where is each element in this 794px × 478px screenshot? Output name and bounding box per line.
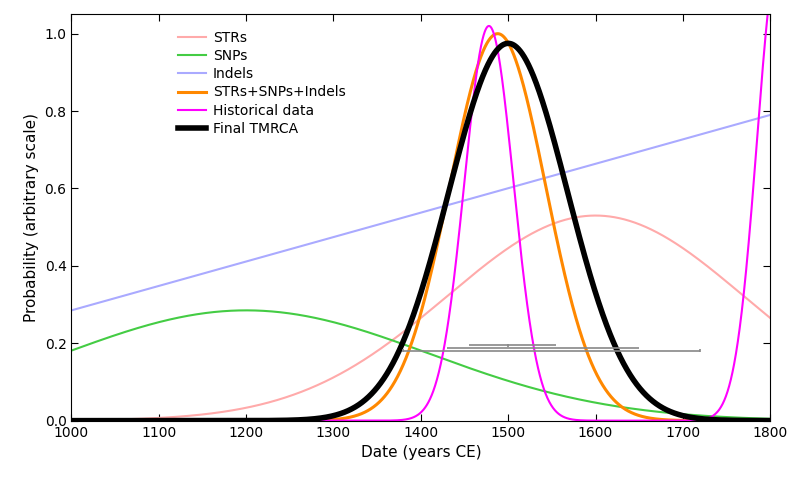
Historical data <box>188 418 198 424</box>
STRs <box>365 353 375 359</box>
STRs <box>334 371 344 377</box>
Historical data <box>334 418 344 424</box>
SNPs <box>188 312 198 318</box>
STRs+SNPs+Indels <box>67 418 76 424</box>
STRs+SNPs+Indels <box>334 416 344 422</box>
STRs <box>146 415 156 421</box>
Indels <box>67 307 76 313</box>
Historical data <box>676 418 686 424</box>
STRs+SNPs+Indels <box>146 418 156 424</box>
Historical data <box>146 418 156 424</box>
STRs+SNPs+Indels <box>765 418 775 424</box>
Indels <box>146 285 156 291</box>
Final TMRCA <box>365 393 375 399</box>
SNPs <box>241 307 251 313</box>
Final TMRCA <box>752 418 761 424</box>
STRs <box>765 315 775 321</box>
Final TMRCA <box>67 418 76 424</box>
Final TMRCA <box>188 418 198 424</box>
Line: STRs: STRs <box>71 216 770 420</box>
SNPs <box>67 348 76 353</box>
Indels <box>334 233 344 239</box>
Final TMRCA <box>676 413 686 418</box>
X-axis label: Date (years CE): Date (years CE) <box>360 445 481 460</box>
Indels <box>365 224 375 230</box>
STRs <box>752 304 761 310</box>
Indels <box>765 112 775 118</box>
STRs+SNPs+Indels <box>676 417 686 423</box>
Indels <box>752 116 761 122</box>
Final TMRCA <box>765 418 775 424</box>
STRs+SNPs+Indels <box>365 407 375 413</box>
SNPs <box>146 321 156 327</box>
SNPs <box>752 415 761 421</box>
SNPs <box>765 416 775 422</box>
STRs <box>67 417 76 423</box>
STRs <box>188 413 198 418</box>
STRs <box>676 244 686 250</box>
Indels <box>676 137 686 143</box>
SNPs <box>676 411 686 417</box>
STRs+SNPs+Indels <box>752 418 761 424</box>
Final TMRCA <box>503 41 513 46</box>
Line: Indels: Indels <box>71 115 770 310</box>
Line: STRs+SNPs+Indels: STRs+SNPs+Indels <box>71 33 770 421</box>
Indels <box>188 273 198 279</box>
Historical data <box>365 418 375 424</box>
Legend: STRs, SNPs, Indels, STRs+SNPs+Indels, Historical data, Final TMRCA: STRs, SNPs, Indels, STRs+SNPs+Indels, Hi… <box>173 25 351 141</box>
Line: SNPs: SNPs <box>71 310 770 419</box>
SNPs <box>365 330 375 336</box>
Line: Final TMRCA: Final TMRCA <box>71 43 770 421</box>
Historical data <box>67 418 76 424</box>
SNPs <box>335 321 345 326</box>
STRs+SNPs+Indels <box>188 418 198 424</box>
Final TMRCA <box>334 411 344 417</box>
STRs+SNPs+Indels <box>493 31 503 36</box>
STRs <box>591 213 600 218</box>
Y-axis label: Probability (arbitrary scale): Probability (arbitrary scale) <box>24 113 39 322</box>
Final TMRCA <box>146 418 156 424</box>
Historical data <box>752 144 761 150</box>
Line: Historical data: Historical data <box>71 0 770 421</box>
